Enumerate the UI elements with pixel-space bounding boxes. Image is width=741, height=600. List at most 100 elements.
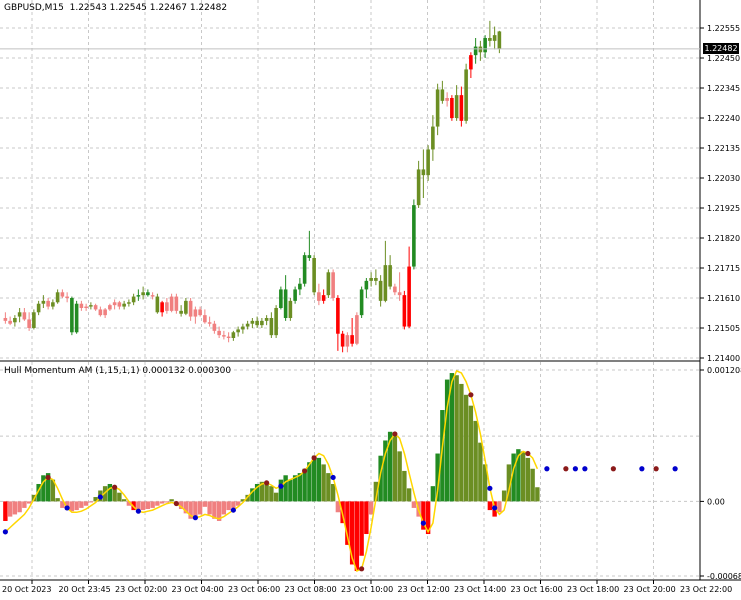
histogram-bar bbox=[93, 497, 98, 502]
histogram-bar bbox=[345, 501, 350, 545]
signal-dot-down bbox=[230, 507, 236, 513]
histogram-bar bbox=[254, 483, 260, 502]
candle bbox=[51, 299, 55, 310]
candle bbox=[454, 85, 459, 121]
signal-dot-down bbox=[582, 466, 588, 472]
candle bbox=[483, 35, 487, 58]
signal-dot-down bbox=[492, 505, 498, 511]
histogram-bar bbox=[378, 455, 383, 502]
candle bbox=[46, 298, 50, 310]
signal-dot-up bbox=[45, 474, 51, 481]
candle bbox=[17, 308, 22, 323]
time-tick-label: 20 Oct 2023 bbox=[2, 585, 51, 594]
histogram-bar bbox=[283, 475, 288, 502]
price-tick-label: 1.22345 bbox=[707, 84, 740, 93]
histogram-bar bbox=[316, 457, 322, 502]
histogram-bar bbox=[330, 483, 336, 502]
signal-dot-down bbox=[97, 494, 103, 500]
candle bbox=[169, 293, 174, 313]
signal-dot-down bbox=[330, 474, 336, 481]
candle bbox=[421, 149, 426, 198]
signal-dot-up bbox=[392, 431, 398, 437]
histogram-bar bbox=[487, 501, 493, 511]
histogram-bar bbox=[478, 442, 483, 502]
histogram-bar bbox=[69, 501, 75, 512]
candle bbox=[13, 315, 17, 327]
indicator-tick-label: 0.001208 bbox=[707, 366, 741, 375]
histogram-bar bbox=[117, 492, 122, 502]
time-tick-label: 23 Oct 20:00 bbox=[624, 585, 676, 594]
price-axis[interactable]: 1.22555 1.22450 1.22345 1.22240 1.22135 1.220… bbox=[700, 24, 740, 363]
candle bbox=[364, 278, 369, 298]
histogram-bar bbox=[240, 499, 246, 502]
candle bbox=[312, 255, 316, 296]
histogram-bar bbox=[3, 501, 8, 521]
histogram-bar bbox=[22, 501, 27, 508]
candle bbox=[245, 320, 250, 330]
signal-dots bbox=[2, 392, 678, 572]
signal-dot-down bbox=[544, 466, 550, 472]
candle bbox=[65, 292, 69, 303]
price-tick-label: 1.21505 bbox=[707, 324, 740, 333]
candle bbox=[269, 312, 274, 338]
histogram-bar bbox=[193, 501, 198, 519]
signal-line bbox=[4, 369, 539, 573]
histogram-bar bbox=[406, 488, 412, 502]
candle bbox=[255, 316, 259, 328]
histogram-bar bbox=[302, 468, 307, 502]
histogram-bar bbox=[364, 501, 369, 535]
candle bbox=[203, 309, 207, 324]
candle bbox=[79, 300, 84, 311]
histogram-bar bbox=[74, 501, 79, 511]
candle bbox=[426, 145, 430, 181]
histogram-bar bbox=[354, 501, 360, 571]
histogram-bar bbox=[435, 453, 440, 502]
candle bbox=[412, 199, 416, 270]
price-grid bbox=[0, 0, 700, 360]
signal-dot-down bbox=[487, 485, 493, 491]
histogram-bar bbox=[368, 501, 374, 515]
histogram-bar bbox=[26, 501, 32, 504]
histogram-bar bbox=[373, 481, 379, 502]
indicator-axis[interactable]: 0.001208 0.00 -0.000686 bbox=[700, 366, 741, 581]
histogram-bar bbox=[497, 501, 502, 513]
candle bbox=[431, 115, 435, 161]
candle bbox=[307, 230, 312, 261]
candle bbox=[60, 289, 65, 298]
signal-dot-up bbox=[525, 450, 531, 457]
time-tick-label: 23 Oct 16:00 bbox=[511, 585, 563, 594]
candle bbox=[478, 40, 483, 61]
signal-dot-up bbox=[173, 500, 179, 507]
candle bbox=[450, 95, 454, 121]
candle bbox=[469, 52, 473, 78]
candle bbox=[188, 298, 193, 321]
candle bbox=[155, 293, 160, 314]
histogram-bar bbox=[535, 487, 540, 502]
candle bbox=[112, 299, 117, 310]
histogram-bar bbox=[501, 490, 507, 502]
price-tick-label: 1.21820 bbox=[707, 234, 740, 243]
candle bbox=[74, 300, 79, 334]
candle bbox=[416, 160, 421, 208]
candle bbox=[174, 293, 179, 314]
candle bbox=[184, 298, 188, 316]
histogram-bar bbox=[212, 501, 217, 519]
histogram-bar bbox=[169, 499, 174, 502]
candle bbox=[497, 30, 502, 54]
price-tick-label: 1.21400 bbox=[707, 354, 740, 363]
time-axis[interactable]: 20 Oct 2023 20 Oct 23:45 23 Oct 02:00 23 Oc… bbox=[2, 580, 732, 594]
candle bbox=[321, 289, 326, 304]
candle bbox=[32, 309, 36, 330]
time-tick-label: 23 Oct 12:00 bbox=[398, 585, 450, 594]
signal-dot-down bbox=[192, 515, 198, 521]
candle bbox=[212, 320, 217, 334]
histogram-bar bbox=[421, 501, 426, 530]
histogram-bar bbox=[145, 501, 151, 510]
candle bbox=[445, 92, 449, 107]
candle bbox=[488, 20, 492, 47]
histogram-bar bbox=[216, 501, 222, 521]
candle bbox=[407, 246, 411, 328]
price-tick-label: 1.22555 bbox=[707, 24, 740, 33]
candle bbox=[98, 306, 103, 317]
